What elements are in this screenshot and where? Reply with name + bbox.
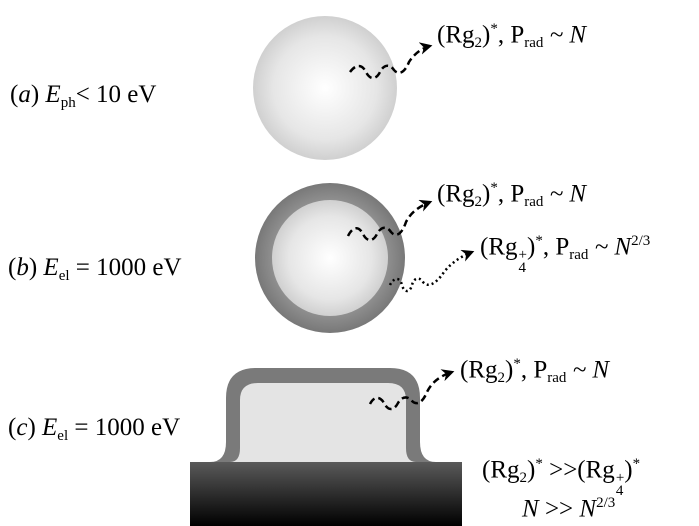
emission-excited-star: *: [490, 21, 498, 37]
emission-power-symbol: P: [510, 180, 525, 208]
comparison-right-scripts: +4: [615, 469, 625, 500]
panel-b-label: (b) Eel = 1000 eV: [8, 254, 182, 284]
film-inner-layer: [230, 383, 416, 462]
comparison-right-species: Rg: [585, 456, 615, 484]
panel-c-emission: (Rg2)*, Prad ~ N: [460, 356, 610, 387]
panel-a-energy-relation: < 10 eV: [75, 81, 157, 108]
comparison-n-right: N: [579, 495, 597, 523]
comparison-right-sub: 4: [615, 483, 624, 500]
emission-power-sub: rad: [524, 194, 544, 211]
panel-c-energy-relation: = 1000 eV: [74, 414, 181, 441]
emission-power-symbol: P: [510, 21, 525, 49]
emission-species: Rg: [445, 21, 475, 49]
cluster-core-b: [272, 200, 388, 316]
emission-scaling-exponent: 2/3: [631, 233, 651, 249]
panel-b-energy-symbol: E: [43, 254, 59, 281]
panel-a-letter: a: [18, 81, 31, 108]
panel-c-letter: c: [16, 414, 28, 441]
panel-a-label: (a) Eph< 10 eV: [10, 81, 157, 111]
emission-power-symbol: P: [533, 356, 548, 384]
emission-excited-star: *: [535, 233, 543, 249]
cluster-sphere-a: [253, 16, 397, 160]
comparison-relation: >>: [549, 456, 578, 484]
emission-power-sub: rad: [524, 35, 544, 52]
emission-species-sub: 4: [518, 260, 527, 277]
emission-scaling: ~ N: [572, 356, 610, 384]
comparison-left-species: Rg: [490, 456, 520, 484]
emission-arrow-c: [368, 369, 455, 411]
emission-scaling: ~ N: [549, 21, 587, 49]
emission-species: Rg: [468, 356, 498, 384]
comparison-n-relation: >>: [544, 495, 574, 523]
emission-arrow-a: [349, 42, 433, 80]
panel-a-emission: (Rg2)*, Prad ~ N: [437, 21, 587, 52]
emission-arrow-b1: [346, 199, 433, 242]
emission-species-sub: 2: [474, 35, 483, 52]
emission-species-sup: +: [518, 246, 527, 263]
comparison-n-right-exponent: 2/3: [596, 495, 616, 511]
panel-a-energy-symbol: E: [45, 81, 61, 108]
panel-b-emission-2: (Rg +4)*, Prad ~ N2/3: [480, 233, 651, 277]
panel-b-energy-sub: el: [58, 267, 70, 284]
comparison-right-sup: +: [615, 469, 625, 486]
emission-power-sub: rad: [569, 247, 589, 264]
emission-excited-star: *: [513, 356, 521, 372]
comparison-right-star: *: [632, 456, 641, 472]
panel-b-emission-1: (Rg2)*, Prad ~ N: [437, 180, 587, 211]
emission-excited-star: *: [490, 180, 498, 196]
panel-a-energy-sub: ph: [60, 94, 76, 111]
emission-species-scripts: +4: [518, 246, 527, 277]
panel-b-energy-relation: = 1000 eV: [75, 254, 182, 281]
comparison-scaling: N >> N2/3: [522, 495, 616, 523]
panel-c-label: (c) Eel = 1000 eV: [8, 414, 181, 444]
emission-species: Rg: [445, 180, 475, 208]
emission-species-sub: 2: [497, 370, 506, 387]
comparison-left-sub: 2: [519, 470, 528, 487]
comparison-species: (Rg2)* >>(Rg +4)*: [482, 456, 641, 500]
emission-power-symbol: P: [555, 233, 570, 261]
panel-c-energy-symbol: E: [42, 414, 58, 441]
comparison-left-star: *: [535, 456, 543, 472]
emission-power-sub: rad: [547, 370, 567, 387]
comparison-n-left: N: [522, 495, 539, 523]
emission-arrow-b2: [388, 249, 475, 293]
emission-species-sub: 2: [474, 194, 483, 211]
panel-c-energy-sub: el: [57, 427, 69, 444]
emission-species: Rg: [488, 233, 518, 261]
emission-scaling: ~ N: [549, 180, 587, 208]
substrate: [190, 462, 462, 526]
emission-scaling: ~ N: [594, 233, 632, 261]
panel-b-letter: b: [16, 254, 29, 281]
